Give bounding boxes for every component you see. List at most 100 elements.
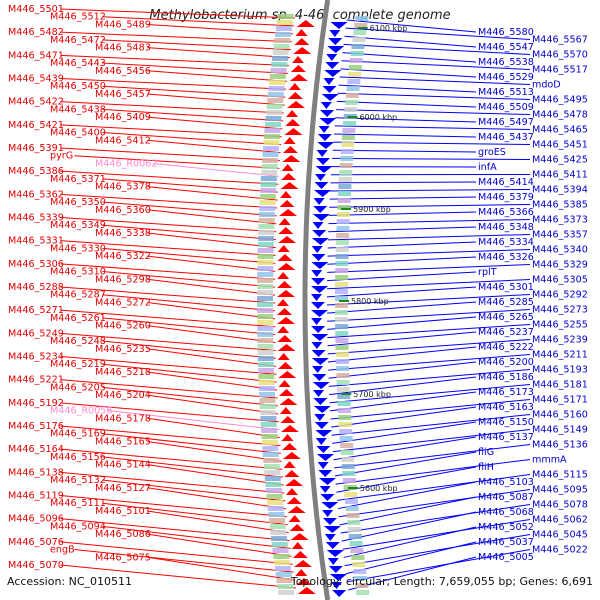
feature-block	[338, 184, 352, 189]
gene-label: M446_5288	[8, 282, 64, 293]
label-leader-line	[336, 466, 477, 493]
label-leader-line	[329, 384, 531, 404]
feature-block	[262, 146, 279, 151]
reverse-gene-arrow	[311, 278, 326, 285]
label-leader-line	[102, 340, 276, 359]
tick-label: 6000 kbp	[359, 113, 397, 122]
gene-label: M446_5165	[95, 436, 151, 447]
feature-block	[259, 392, 276, 397]
forward-gene-arrow	[280, 182, 299, 189]
label-leader-line	[147, 325, 276, 344]
label-leader-line	[326, 286, 477, 298]
feature-block	[351, 555, 365, 560]
feature-block	[262, 158, 279, 163]
feature-block	[346, 86, 360, 91]
feature-block	[275, 26, 292, 31]
page-title: Methylobacterium sp. 4-46, complete geno…	[149, 8, 451, 23]
reverse-gene-arrow	[315, 166, 333, 173]
label-leader-line	[327, 249, 531, 257]
feature-block	[336, 366, 350, 371]
reverse-gene-arrow	[320, 110, 335, 117]
feature-block	[263, 458, 280, 463]
gene-label: M446_5169	[50, 429, 106, 440]
label-leader-line	[342, 52, 477, 63]
forward-gene-arrow	[277, 281, 293, 288]
gene-label: M446_5422	[8, 97, 64, 108]
feature-block	[257, 314, 274, 319]
feature-block	[257, 296, 274, 301]
forward-gene-arrow	[279, 407, 292, 414]
gene-label: M446_5205	[50, 382, 106, 393]
gene-label: M446_5101	[95, 506, 151, 517]
feature-block	[260, 416, 277, 421]
reverse-gene-arrow	[313, 406, 331, 413]
gene-label: M446_5517	[532, 65, 588, 76]
label-leader-line	[60, 101, 284, 114]
label-leader-line	[328, 354, 531, 371]
feature-block	[337, 191, 351, 196]
gene-label: M446_5219	[50, 359, 106, 370]
feature-block	[257, 254, 274, 259]
feature-block	[347, 520, 361, 525]
label-leader-line	[333, 133, 477, 138]
label-leader-line	[335, 459, 531, 485]
feature-block	[261, 434, 278, 439]
feature-block	[257, 332, 274, 337]
label-leader-line	[102, 16, 294, 27]
feature-block	[266, 104, 283, 109]
reverse-gene-arrow	[312, 230, 327, 237]
feature-block	[267, 92, 284, 97]
forward-gene-arrow	[277, 326, 290, 333]
gene-label: M446_5378	[95, 182, 151, 193]
reverse-gene-arrow	[324, 534, 336, 541]
label-leader-line	[333, 436, 477, 461]
label-leader-line	[147, 417, 280, 439]
gene-label: M446_5087	[478, 492, 534, 503]
reverse-gene-arrow	[311, 318, 323, 325]
feature-block	[263, 464, 280, 469]
feature-block	[272, 50, 289, 55]
feature-block	[277, 584, 294, 589]
feature-block	[260, 176, 277, 181]
feature-block	[349, 541, 363, 546]
forward-gene-arrow	[278, 218, 291, 225]
label-leader-line	[343, 43, 531, 55]
feature-block	[266, 110, 283, 115]
left-gene-labels: M446_5501M446_5512M446_5489M446_5482M446…	[8, 4, 157, 571]
gene-label: M446_5137	[478, 432, 534, 443]
gene-label: M446_5211	[532, 350, 588, 361]
gene-label: M446_5580	[478, 27, 534, 38]
forward-gene-arrow	[290, 533, 309, 540]
feature-block	[336, 219, 350, 224]
feature-block	[257, 362, 274, 367]
forward-gene-arrow	[295, 29, 308, 36]
forward-gene-arrow	[278, 236, 297, 243]
label-leader-line	[346, 19, 477, 33]
gene-label: M446_5501	[8, 4, 64, 15]
reverse-gene-arrow	[325, 62, 340, 69]
label-leader-line	[342, 519, 531, 550]
label-leader-line	[339, 496, 477, 526]
feature-block	[335, 261, 349, 266]
forward-gene-arrow	[277, 344, 296, 351]
label-leader-line	[328, 211, 477, 216]
gene-label: M446_5465	[532, 125, 588, 136]
label-leader-line	[60, 448, 283, 470]
gene-label: M446_5513	[478, 87, 534, 98]
reverse-gene-arrow	[311, 326, 326, 333]
gene-label: M446_5218	[95, 367, 151, 378]
feature-block	[335, 352, 349, 357]
gene-label: fliH	[478, 462, 494, 473]
gene-label: M446_5414	[478, 177, 534, 188]
gene-label: M446_5136	[532, 440, 588, 451]
gene-label: M446_5271	[8, 305, 64, 316]
gene-label: M446_5119	[8, 491, 64, 502]
label-leader-line	[329, 196, 477, 200]
reverse-gene-arrow	[318, 126, 330, 133]
label-leader-line	[60, 217, 277, 233]
gene-label: M446_5305	[532, 275, 588, 286]
label-leader-line	[327, 346, 477, 363]
label-leader-line	[60, 193, 278, 209]
feature-block	[259, 206, 276, 211]
label-leader-line	[329, 376, 477, 396]
